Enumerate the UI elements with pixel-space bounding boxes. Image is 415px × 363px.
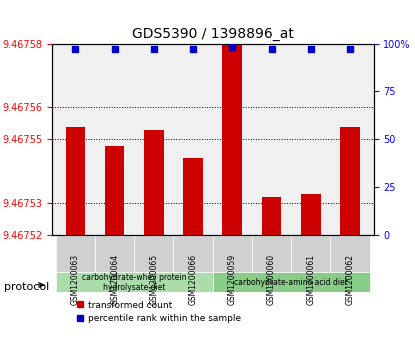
- FancyBboxPatch shape: [213, 235, 252, 272]
- Bar: [183, 158, 203, 235]
- Text: protocol: protocol: [4, 282, 49, 292]
- Text: GSM1200065: GSM1200065: [149, 254, 159, 305]
- FancyBboxPatch shape: [134, 235, 173, 272]
- Bar: [144, 130, 164, 235]
- Text: GSM1200061: GSM1200061: [306, 254, 315, 305]
- Bar: [66, 127, 85, 235]
- Bar: [301, 193, 320, 235]
- Bar: [262, 197, 281, 235]
- Title: GDS5390 / 1398896_at: GDS5390 / 1398896_at: [132, 27, 294, 41]
- FancyBboxPatch shape: [95, 235, 134, 272]
- Text: GSM1200062: GSM1200062: [345, 254, 354, 305]
- Legend: transformed count, percentile rank within the sample: transformed count, percentile rank withi…: [73, 297, 244, 327]
- Text: carbohydrate-whey protein
hydrolysate diet: carbohydrate-whey protein hydrolysate di…: [82, 273, 186, 292]
- Bar: [340, 127, 360, 235]
- FancyBboxPatch shape: [173, 235, 213, 272]
- Text: GSM1200059: GSM1200059: [228, 254, 237, 305]
- FancyBboxPatch shape: [56, 235, 95, 272]
- Bar: [105, 146, 124, 235]
- FancyBboxPatch shape: [291, 235, 330, 272]
- Text: GSM1200063: GSM1200063: [71, 254, 80, 305]
- Bar: [222, 28, 242, 235]
- FancyArrowPatch shape: [38, 283, 44, 287]
- Text: GSM1200066: GSM1200066: [188, 254, 198, 305]
- Text: carbohydrate-amino acid diet: carbohydrate-amino acid diet: [234, 278, 348, 287]
- Text: GSM1200060: GSM1200060: [267, 254, 276, 305]
- FancyBboxPatch shape: [252, 235, 291, 272]
- FancyBboxPatch shape: [56, 272, 213, 293]
- Text: GSM1200064: GSM1200064: [110, 254, 119, 305]
- FancyBboxPatch shape: [213, 272, 370, 293]
- FancyBboxPatch shape: [330, 235, 370, 272]
